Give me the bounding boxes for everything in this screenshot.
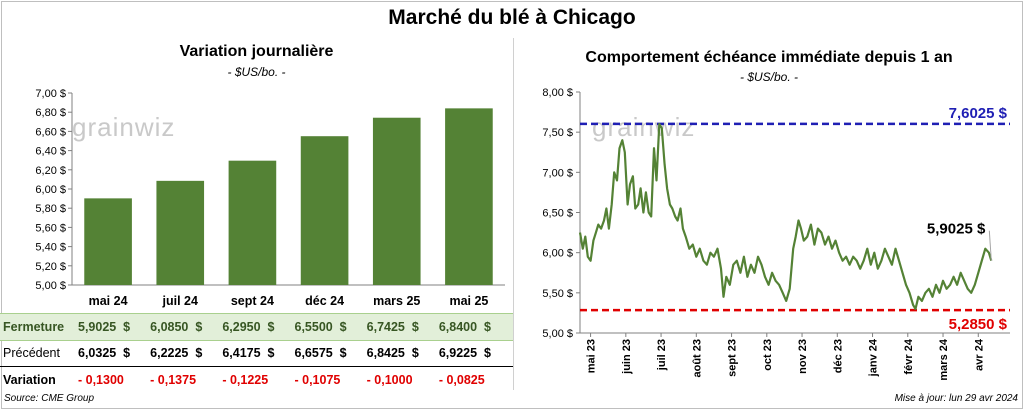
- table-cell: 6,7425 $: [366, 320, 419, 334]
- line-y-tick-label: 8,00 $: [542, 87, 573, 99]
- bar-category-label: déc 24: [305, 294, 344, 308]
- left-chart-title: Variation journalière: [179, 43, 334, 60]
- last-value-label: 5,9025 $: [927, 221, 986, 238]
- left-watermark: grainwiz: [72, 112, 176, 142]
- table-cell: 6,0850 $: [150, 320, 203, 334]
- line-y-tick-label: 5,00 $: [542, 328, 573, 340]
- table-cell: 6,6575 $: [294, 346, 347, 360]
- table-row: Variation - 0,1300 - 0,1375 - 0,1225 - 0,107…: [0, 366, 513, 393]
- left-chart-unit: - $US/bo. -: [227, 65, 286, 79]
- table-row: Précédent 6,0325 $ 6,2225 $ 6,4175 $ 6,6575 …: [0, 340, 513, 366]
- table-cell: 6,9225 $: [438, 346, 491, 360]
- bar-category-label: mai 25: [449, 294, 488, 308]
- bar-y-tick-label: 5,40 $: [35, 242, 66, 254]
- price-series-line: [578, 122, 993, 310]
- line-y-tick-label: 7,00 $: [542, 167, 573, 179]
- table-cell: 6,8400 $: [438, 320, 491, 334]
- bar-3: [300, 136, 349, 285]
- table-row-label: Variation: [3, 373, 56, 387]
- table-row-label: Fermeture: [3, 320, 65, 334]
- line-x-tick-label: févr 24: [903, 338, 915, 374]
- table-cell: 6,4175 $: [222, 346, 275, 360]
- bar-y-tick-label: 6,80 $: [35, 107, 66, 119]
- bar-y-tick-label: 6,00 $: [35, 184, 66, 196]
- table-cell: - 0,1000: [366, 373, 413, 387]
- right-chart-unit: - $US/bo. -: [739, 70, 799, 84]
- table-cell: 5,9025 $: [78, 320, 131, 334]
- line-y-tick-label: 6,00 $: [542, 248, 573, 260]
- table-cell: - 0,1225: [222, 373, 269, 387]
- last-value-leader: [988, 230, 992, 261]
- line-x-tick-label: août 23: [691, 339, 703, 378]
- right-chart-title: Comportement échéance immédiate depuis 1…: [585, 49, 953, 66]
- line-x-tick-label: nov 23: [797, 339, 809, 374]
- bar-y-tick-label: 7,00 $: [35, 88, 66, 100]
- page-title: Marché du blé à Chicago: [388, 6, 636, 29]
- bar-1: [156, 180, 205, 285]
- bar-0: [84, 198, 132, 285]
- table-row: Fermeture 5,9025 $ 6,0850 $ 6,2950 $ 6,5500 …: [0, 313, 513, 341]
- update-note: Mise à jour: lun 29 avr 2024: [894, 393, 1018, 404]
- bar-y-tick-label: 5,60 $: [35, 222, 66, 234]
- source-note: Source: CME Group: [4, 393, 95, 404]
- bar-category-label: mars 25: [373, 294, 420, 308]
- bar-chart: 5,00 $ 5,20 $ 5,40 $ 5,60 $ 5,80 $ 6,00 $ 6,20…: [35, 88, 505, 308]
- table-cell: - 0,1075: [294, 373, 341, 387]
- line-y-tick-label: 6,50 $: [542, 208, 573, 220]
- line-x-tick-label: déc 23: [832, 339, 844, 373]
- bar-5: [445, 108, 493, 285]
- bar-4: [372, 117, 421, 285]
- table-cell: 6,0325 $: [78, 346, 131, 360]
- right-watermark: grainwiz: [592, 112, 696, 142]
- bar-y-tick-label: 5,80 $: [35, 203, 66, 215]
- table-cell: - 0,1300: [78, 373, 124, 387]
- line-x-tick-label: oct 23: [762, 339, 774, 371]
- bar-y-tick-label: 5,00 $: [35, 280, 66, 292]
- bar-category-label: sept 24: [231, 294, 274, 308]
- table-cell: 6,2225 $: [150, 346, 203, 360]
- line-x-tick-label: sept 23: [727, 339, 739, 377]
- bar-y-tick-label: 6,20 $: [35, 165, 66, 177]
- line-x-tick-label: juin 23: [621, 339, 633, 375]
- bar-y-tick-label: 5,20 $: [35, 261, 66, 273]
- table-row-label: Précédent: [3, 346, 60, 360]
- bar-2: [228, 160, 277, 285]
- bar-y-tick-label: 6,40 $: [35, 146, 66, 158]
- bar-category-label: juil 24: [162, 294, 198, 308]
- table-cell: 6,2950 $: [222, 320, 275, 334]
- table-cell: 6,8425 $: [366, 346, 419, 360]
- table-cell: - 0,0825: [438, 373, 485, 387]
- panel-divider: [513, 38, 514, 390]
- line-chart: 5,00 $ 5,50 $ 6,00 $ 6,50 $ 7,00 $ 7,50 $ 8,00…: [542, 87, 1010, 381]
- max-reference-label: 7,6025 $: [949, 105, 1008, 122]
- min-reference-label: 5,2850 $: [949, 316, 1008, 333]
- bar-category-label: mai 24: [89, 294, 128, 308]
- table-cell: 6,5500 $: [294, 320, 347, 334]
- line-x-tick-label: avr 24: [973, 338, 985, 371]
- line-x-tick-label: mai 23: [586, 339, 598, 373]
- line-x-tick-label: mars 24: [938, 338, 950, 380]
- line-x-tick-label: janv 24: [868, 338, 880, 377]
- line-y-tick-label: 7,50 $: [542, 127, 573, 139]
- line-x-tick-label: juil 23: [656, 339, 668, 371]
- line-y-tick-label: 5,50 $: [542, 288, 573, 300]
- table-cell: - 0,1375: [150, 373, 197, 387]
- bar-y-tick-label: 6,60 $: [35, 126, 66, 138]
